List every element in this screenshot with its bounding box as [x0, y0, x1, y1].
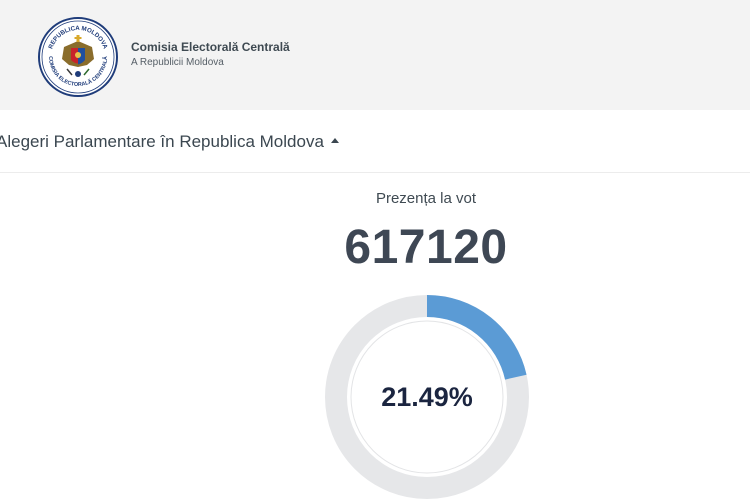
- org-subtitle: A Republicii Moldova: [131, 57, 224, 68]
- election-title: Alegeri Parlamentare în Republica Moldov…: [0, 132, 324, 151]
- turnout-label: Prezența la vot: [375, 190, 477, 207]
- election-selector-bar: Alegeri Parlamentare în Republica Moldov…: [0, 110, 750, 173]
- gauge-inner-ring: [350, 320, 504, 474]
- cec-logo[interactable]: REPUBLICA MOLDOVA COMISIA ELECTORALĂ CEN…: [38, 17, 118, 97]
- org-name: Comisia Electorală Centrală: [131, 40, 290, 54]
- turnout-percent: 21.49%: [381, 382, 473, 412]
- coat-of-arms-icon: REPUBLICA MOLDOVA COMISIA ELECTORALĂ CEN…: [38, 17, 118, 97]
- caret-up-icon: [330, 138, 339, 144]
- turnout-count: 617120: [344, 221, 508, 274]
- turnout-gauge: [325, 295, 529, 499]
- site-header: REPUBLICA MOLDOVA COMISIA ELECTORALĂ CEN…: [0, 0, 750, 110]
- gauge-fill: [325, 295, 529, 499]
- election-dropdown[interactable]: Alegeri Parlamentare în Republica Moldov…: [0, 132, 339, 152]
